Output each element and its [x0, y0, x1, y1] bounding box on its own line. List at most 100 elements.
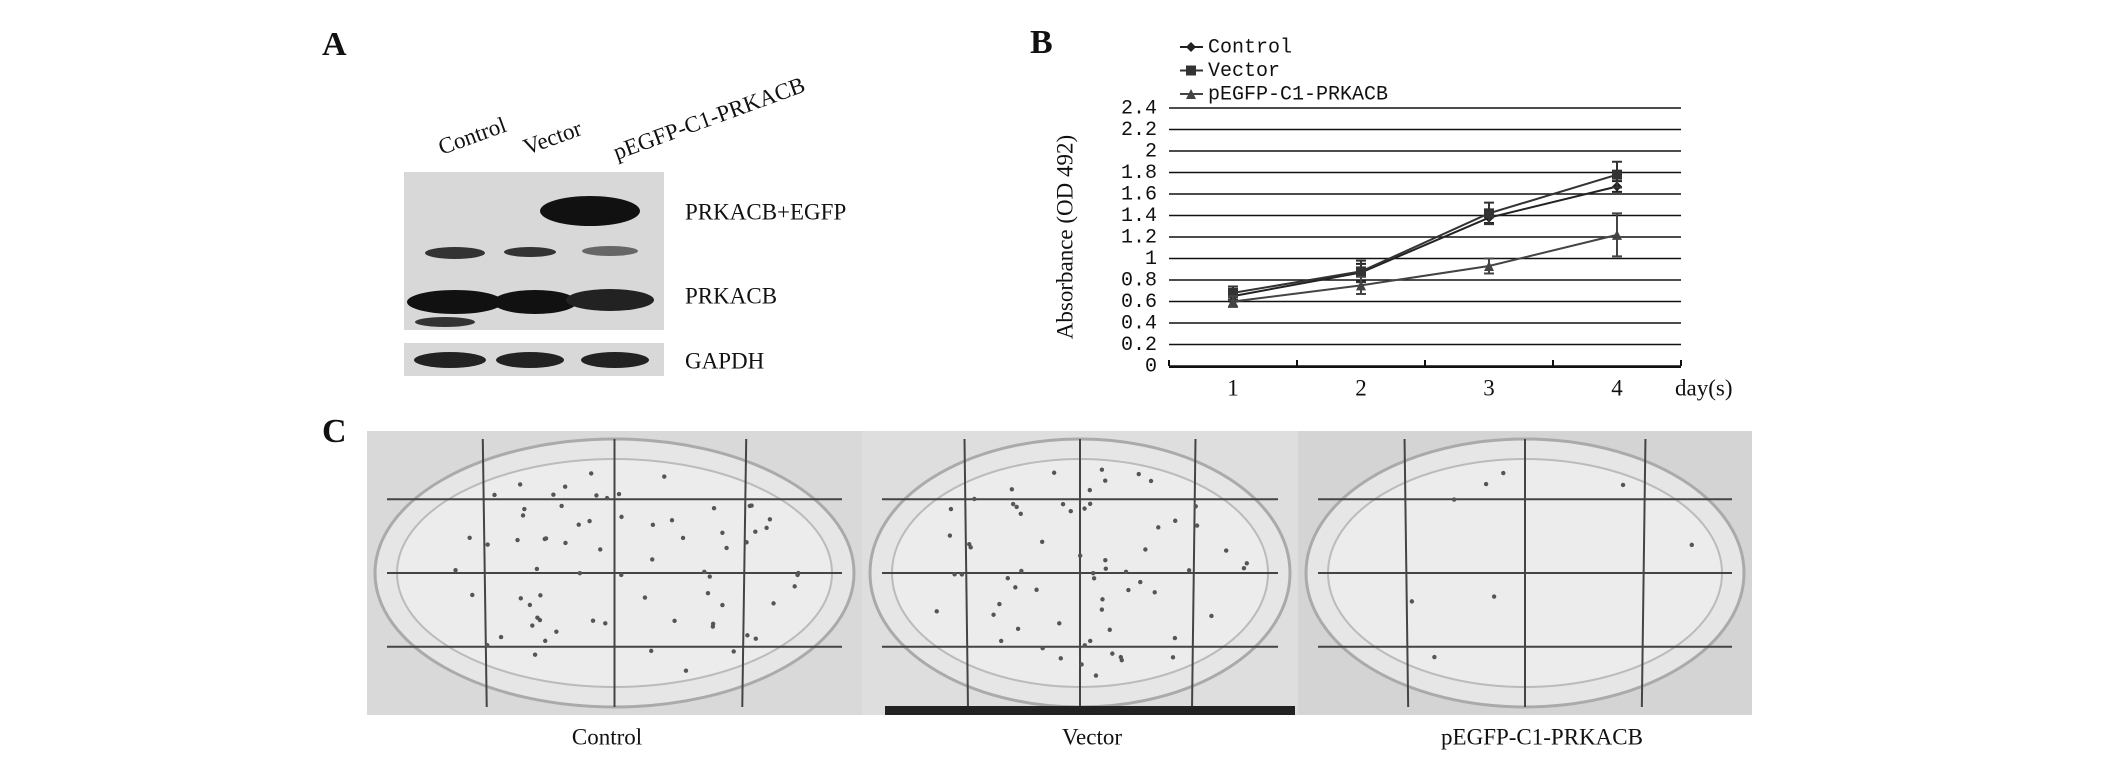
colony: [518, 596, 523, 601]
colony: [753, 636, 759, 641]
colony: [1118, 654, 1124, 660]
colony: [1088, 638, 1093, 644]
colony: [1099, 607, 1105, 612]
colony: [934, 609, 939, 614]
y-tick-label: 0: [1145, 355, 1157, 378]
marker: [1612, 169, 1622, 180]
colony: [594, 493, 599, 498]
colony: [517, 482, 523, 487]
colony: [720, 530, 725, 535]
colony: [1110, 651, 1115, 656]
colony: [1103, 566, 1108, 571]
colony: [453, 568, 458, 573]
colony: [563, 540, 568, 546]
plate-grid: [1191, 438, 1197, 708]
colony: [1087, 487, 1092, 493]
colony: [1689, 542, 1694, 548]
colony: [1015, 626, 1021, 632]
colony: [562, 484, 568, 489]
colony: [485, 642, 490, 648]
colony: [662, 474, 667, 479]
colony: [702, 569, 707, 575]
colony: [672, 618, 677, 624]
colony: [1060, 501, 1066, 507]
colony: [588, 471, 594, 476]
marker: [1186, 89, 1196, 99]
x-tick-label: 4: [1611, 375, 1623, 400]
colony: [530, 623, 535, 628]
colony: [616, 491, 622, 497]
band-label: PRKACB+EGFP: [685, 199, 846, 224]
colony: [1170, 655, 1176, 660]
colony: [710, 621, 716, 626]
x-tick-label: 3: [1483, 375, 1495, 400]
y-tick-label: 1: [1145, 248, 1157, 271]
x-tick-label: 2: [1355, 375, 1367, 400]
marker: [1484, 208, 1494, 219]
colony: [527, 602, 533, 608]
colony: [604, 495, 610, 501]
lane-label: Vector: [520, 116, 585, 160]
colony: [1103, 557, 1108, 563]
colony: [537, 617, 543, 623]
colony: [1082, 506, 1087, 511]
colony: [1223, 548, 1229, 553]
marker: [1612, 229, 1622, 240]
colony: [1152, 590, 1157, 595]
y-tick-label: 1.2: [1121, 226, 1157, 249]
colony: [998, 638, 1004, 644]
colony: [1093, 673, 1099, 678]
colony: [538, 593, 543, 598]
colony: [619, 514, 624, 520]
photo-strip: [885, 706, 1295, 715]
colony: [720, 602, 725, 608]
x-axis-title: day(s): [1675, 375, 1732, 400]
colony: [948, 506, 954, 512]
colony: [492, 492, 497, 498]
colony: [1148, 478, 1154, 484]
colony: [485, 542, 490, 547]
plate-label: Control: [572, 724, 642, 749]
colony: [1091, 576, 1097, 581]
colony: [1057, 621, 1062, 626]
lane-label: Control: [435, 112, 510, 160]
western-blot: [404, 172, 664, 376]
colony: [947, 533, 953, 538]
colony: [1090, 571, 1096, 576]
colony: [1409, 599, 1415, 604]
plate-grid: [1640, 438, 1647, 708]
colony-plates: [367, 431, 1752, 715]
colony: [1077, 553, 1083, 558]
colony: [1039, 539, 1045, 544]
colony: [683, 668, 689, 673]
y-axis-title: Absorbance (OD 492): [1052, 135, 1077, 339]
colony: [952, 572, 957, 577]
legend-label: pEGFP-C1-PRKACB: [1208, 83, 1388, 106]
panel-label: A: [322, 26, 347, 63]
colony: [731, 649, 736, 654]
colony: [991, 612, 996, 617]
colony: [795, 572, 800, 578]
colony: [1005, 576, 1010, 581]
y-tick-label: 0.4: [1121, 312, 1157, 335]
colony: [680, 535, 686, 541]
colony: [543, 638, 548, 644]
colony: [1194, 523, 1200, 528]
marker: [1484, 261, 1494, 272]
plate-label: pEGFP-C1-PRKACB: [1441, 724, 1643, 749]
panel-label: B: [1030, 24, 1053, 61]
colony: [534, 566, 540, 572]
colony: [1156, 525, 1161, 530]
marker: [1228, 287, 1238, 298]
colony: [1451, 497, 1457, 502]
colony: [587, 518, 592, 524]
marker: [1186, 42, 1196, 52]
colony: [551, 492, 556, 497]
colony: [1082, 643, 1088, 648]
series-line: [1232, 185, 1618, 298]
colony: [1068, 509, 1073, 514]
chart: B Absorbance (OD 492) day(s) 00.20.40.60…: [1030, 24, 1732, 400]
colony: [650, 557, 655, 562]
colony: [1010, 501, 1016, 507]
